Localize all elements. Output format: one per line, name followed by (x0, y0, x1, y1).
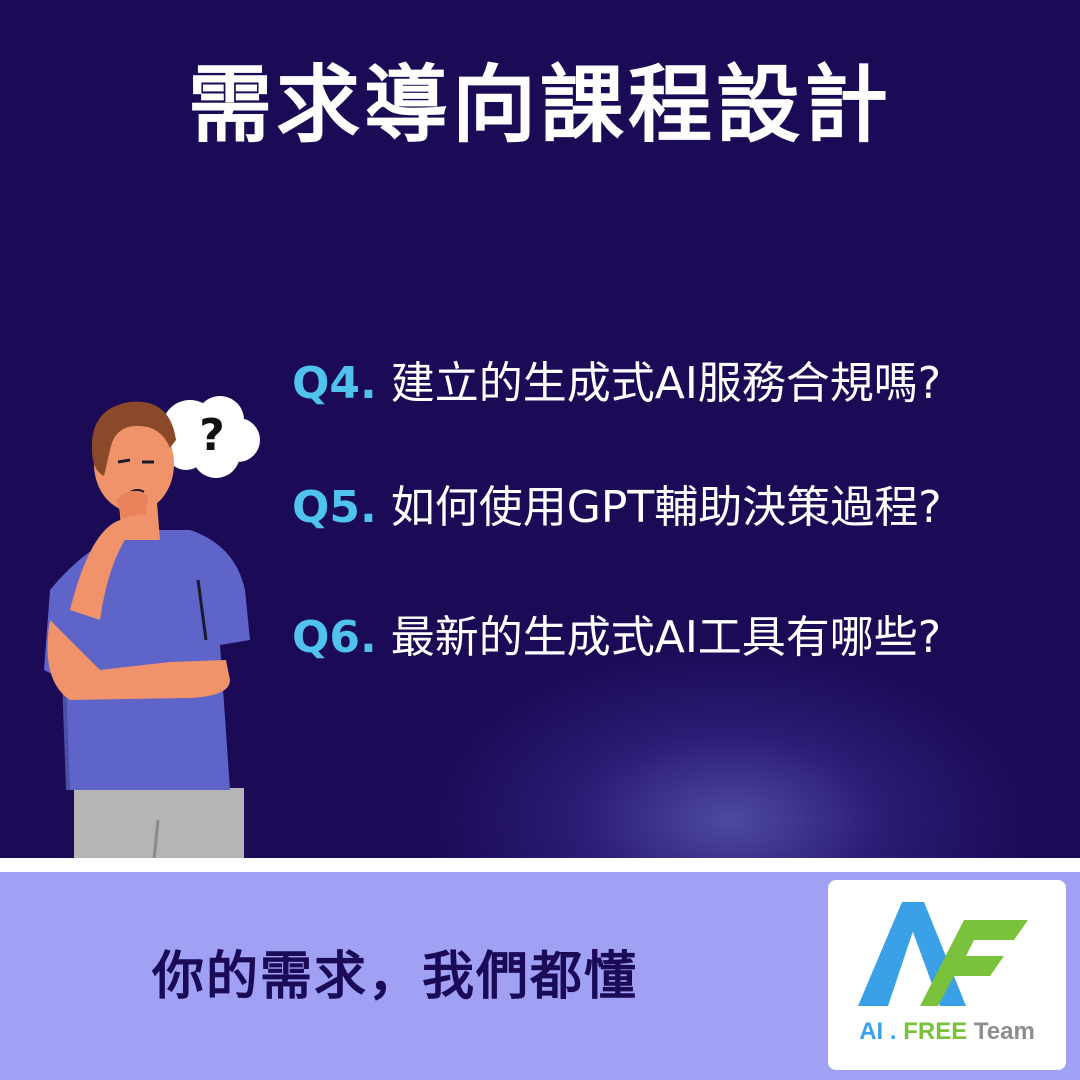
af-logo-mark (858, 902, 1028, 1006)
logo: AI . FREE Team (828, 880, 1066, 1070)
logo-text: AI . FREE Team (859, 1018, 1035, 1045)
page-title: 需求導向課程設計 (187, 56, 892, 154)
question-q6: Q6. 最新的生成式AI工具有哪些? (292, 608, 941, 668)
question-text: 最新的生成式AI工具有哪些? (390, 612, 942, 663)
question-number: Q5. (292, 482, 377, 533)
question-q4: Q4. 建立的生成式AI服務合規嗎? (292, 354, 941, 414)
head (94, 416, 174, 512)
arm (47, 620, 230, 700)
question-text: 建立的生成式AI服務合規嗎? (390, 358, 942, 409)
question-number: Q6. (292, 612, 377, 663)
divider-line (0, 858, 1080, 872)
question-text: 如何使用GPT輔助決策過程? (390, 482, 942, 533)
background-glow (420, 640, 1040, 858)
question-number: Q4. (292, 358, 377, 409)
thinking-person-illustration: ? (44, 396, 260, 860)
question-mark: ? (199, 410, 225, 461)
slogan: 你的需求，我們都懂 (152, 947, 639, 1007)
question-q5: Q5. 如何使用GPT輔助決策過程? (292, 478, 942, 538)
thought-bubble: ? (148, 396, 260, 486)
hair (91, 401, 176, 476)
